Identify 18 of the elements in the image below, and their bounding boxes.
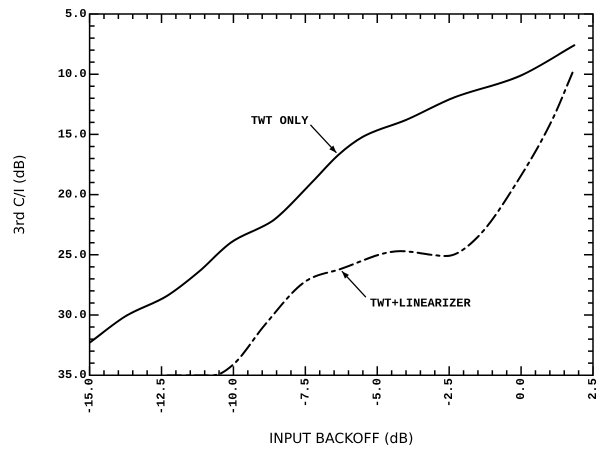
x-tick-label: -15.0 [82, 378, 97, 414]
x-tick-label: -2.5 [442, 378, 456, 408]
y-axis-title: 3rd C/I (dB) [12, 154, 28, 235]
y-tick-label: 25.0 [58, 248, 87, 262]
y-tick-label: 30.0 [58, 308, 87, 322]
x-axis-title: INPUT BACKOFF (dB) [269, 431, 414, 448]
x-tick-label: 0.0 [514, 378, 528, 400]
y-tick-label: 10.0 [58, 67, 87, 82]
y-tick-label: 15.0 [58, 127, 87, 142]
y-tick-label: 20.0 [58, 188, 87, 202]
annotation: TWT ONLY [250, 114, 310, 128]
y-tick-label: 5.0 [64, 7, 87, 22]
x-tick-label: -5.0 [370, 378, 384, 408]
x-tick-label: -12.5 [154, 378, 169, 414]
annotation: TWT+LINEARIZER [370, 296, 472, 310]
x-tick-label: -10.0 [226, 378, 240, 414]
x-tick-label: -7.5 [298, 378, 312, 408]
x-tick-label: 2.5 [586, 378, 600, 400]
